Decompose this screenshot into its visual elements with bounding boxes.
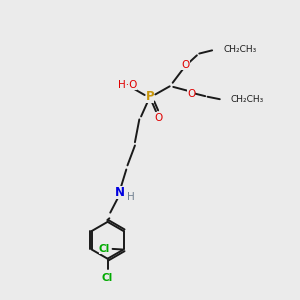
Text: H: H: [127, 192, 135, 202]
Text: Cl: Cl: [99, 244, 110, 254]
Text: P: P: [146, 90, 154, 103]
Text: N: N: [115, 186, 125, 199]
Text: CH₂CH₃: CH₂CH₃: [223, 45, 256, 54]
Text: O: O: [187, 89, 195, 99]
Text: CH₂CH₃: CH₂CH₃: [230, 95, 263, 104]
Text: Cl: Cl: [102, 273, 113, 283]
Text: O: O: [154, 112, 163, 122]
Text: O: O: [181, 60, 190, 70]
Text: H·O: H·O: [118, 80, 137, 90]
